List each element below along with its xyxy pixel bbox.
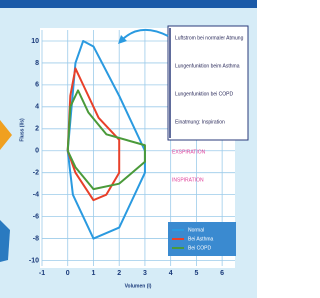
- x-tick-label: 6: [220, 270, 224, 277]
- legend-label: Bei COPD: [188, 245, 211, 251]
- x-tick-label: 1: [92, 270, 96, 277]
- x-tick-label: 4: [169, 270, 173, 277]
- legend-label: Bei Asthma: [188, 236, 214, 242]
- x-tick-label: 5: [194, 270, 198, 277]
- y-tick-label: 4: [35, 104, 39, 111]
- y-tick-label: -2: [33, 170, 39, 177]
- annotation: Lungenfunktion beim Asthma: [175, 63, 240, 69]
- x-tick-label: -1: [39, 270, 45, 277]
- y-tick-label: 2: [35, 126, 39, 133]
- annotation: INSPIRATION: [172, 177, 204, 183]
- y-tick-label: -10: [29, 257, 39, 264]
- annotation: EXSPIRATION: [172, 149, 206, 155]
- x-tick-label: 3: [143, 270, 147, 277]
- y-tick-label: 8: [35, 60, 39, 67]
- y-tick-label: 6: [35, 82, 39, 89]
- legend-label: Normal: [188, 227, 204, 233]
- x-tick-label: 2: [117, 270, 121, 277]
- annotation: Einatmung: Inspiration: [175, 119, 225, 125]
- y-tick-label: -6: [33, 213, 39, 220]
- y-tick-label: 0: [35, 148, 39, 155]
- annotation: Lungenfunktion bei COPD: [175, 91, 233, 97]
- y-tick-label: -4: [33, 191, 39, 198]
- x-tick-label: 0: [66, 270, 70, 277]
- y-tick-label: -8: [33, 235, 39, 242]
- header-band: [0, 0, 257, 8]
- y-axis-label: Fluss (l/s): [19, 118, 25, 142]
- y-tick-label: 10: [31, 38, 39, 45]
- annotation: Luftstrom bei normaler Atmung: [175, 35, 244, 41]
- x-axis-label: Volumen (l): [125, 283, 152, 289]
